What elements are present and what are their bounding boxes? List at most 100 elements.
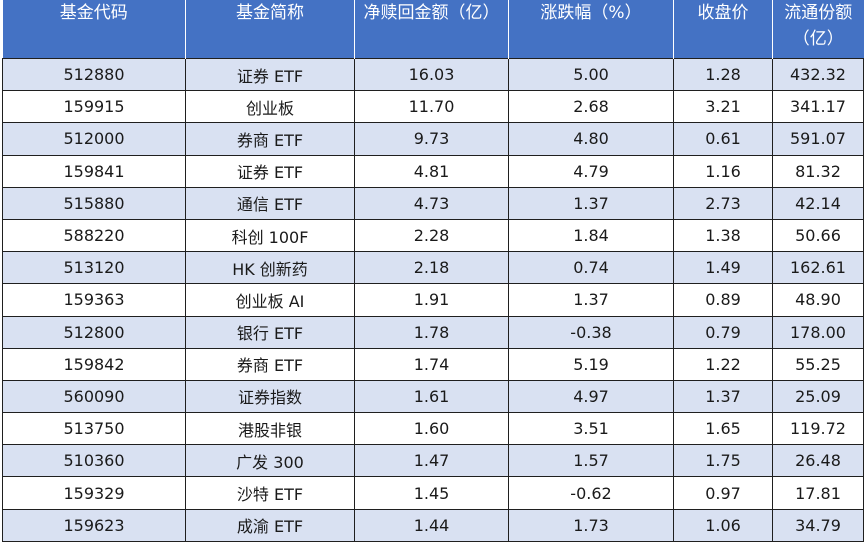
header-net-redemption: 净赎回金额（亿） bbox=[354, 0, 509, 59]
cell-close-price: 0.61 bbox=[673, 122, 773, 156]
cell-fund-name: 券商 ETF bbox=[185, 122, 355, 156]
table-row: 588220 科创 100F 2.28 1.84 1.38 50.66 bbox=[2, 218, 864, 253]
cell-fund-name: 通信 ETF bbox=[185, 186, 355, 220]
table-row: 159841 证券 ETF 4.81 4.79 1.16 81.32 bbox=[2, 154, 864, 188]
table-body: 512880 证券 ETF 16.03 5.00 1.28 432.32 159915 创业板… bbox=[2, 57, 864, 542]
cell-fund-code: 512800 bbox=[2, 315, 186, 349]
cell-change-pct: -0.38 bbox=[508, 315, 674, 349]
cell-fund-code: 159363 bbox=[2, 283, 186, 317]
cell-circulating-shares: 178.00 bbox=[772, 315, 864, 349]
cell-net-redemption: 1.91 bbox=[354, 283, 509, 317]
cell-fund-code: 510360 bbox=[2, 444, 186, 478]
cell-fund-name: 创业板 bbox=[185, 90, 355, 124]
cell-fund-code: 159915 bbox=[2, 90, 186, 124]
cell-close-price: 1.22 bbox=[673, 347, 773, 381]
header-change-pct: 涨跌幅（%） bbox=[508, 0, 674, 59]
cell-fund-code: 515880 bbox=[2, 186, 186, 220]
cell-fund-code: 159623 bbox=[2, 508, 186, 542]
cell-fund-name: 广发 300 bbox=[185, 444, 355, 478]
cell-change-pct: 1.84 bbox=[508, 218, 674, 253]
cell-change-pct: 1.73 bbox=[508, 508, 674, 542]
cell-net-redemption: 11.70 bbox=[354, 90, 509, 124]
cell-fund-code: 159329 bbox=[2, 476, 186, 510]
table-row: 159329 沙特 ETF 1.45 -0.62 0.97 17.81 bbox=[2, 476, 864, 510]
cell-circulating-shares: 50.66 bbox=[772, 218, 864, 253]
table-row: 512880 证券 ETF 16.03 5.00 1.28 432.32 bbox=[2, 57, 864, 92]
cell-circulating-shares: 55.25 bbox=[772, 347, 864, 381]
cell-net-redemption: 9.73 bbox=[354, 122, 509, 156]
cell-net-redemption: 1.78 bbox=[354, 315, 509, 349]
cell-net-redemption: 1.45 bbox=[354, 476, 509, 510]
cell-change-pct: 4.80 bbox=[508, 122, 674, 156]
cell-circulating-shares: 591.07 bbox=[772, 122, 864, 156]
cell-net-redemption: 1.61 bbox=[354, 379, 509, 414]
cell-fund-name: 券商 ETF bbox=[185, 347, 355, 381]
cell-fund-code: 513750 bbox=[2, 412, 186, 446]
cell-close-price: 1.28 bbox=[673, 57, 773, 92]
cell-change-pct: 5.19 bbox=[508, 347, 674, 381]
cell-net-redemption: 1.47 bbox=[354, 444, 509, 478]
cell-circulating-shares: 17.81 bbox=[772, 476, 864, 510]
cell-fund-name: 沙特 ETF bbox=[185, 476, 355, 510]
cell-net-redemption: 1.44 bbox=[354, 508, 509, 542]
header-circulating-shares: 流通份额（亿） bbox=[772, 0, 864, 59]
cell-fund-name: 创业板 AI bbox=[185, 283, 355, 317]
cell-circulating-shares: 34.79 bbox=[772, 508, 864, 542]
cell-close-price: 3.21 bbox=[673, 90, 773, 124]
cell-change-pct: 4.97 bbox=[508, 379, 674, 414]
cell-close-price: 0.79 bbox=[673, 315, 773, 349]
cell-close-price: 2.73 bbox=[673, 186, 773, 220]
cell-net-redemption: 2.28 bbox=[354, 218, 509, 253]
cell-net-redemption: 2.18 bbox=[354, 251, 509, 285]
table-row: 512800 银行 ETF 1.78 -0.38 0.79 178.00 bbox=[2, 315, 864, 349]
cell-change-pct: 1.37 bbox=[508, 186, 674, 220]
cell-fund-name: 科创 100F bbox=[185, 218, 355, 253]
header-fund-code: 基金代码 bbox=[2, 0, 186, 59]
cell-net-redemption: 1.60 bbox=[354, 412, 509, 446]
cell-fund-code: 159841 bbox=[2, 154, 186, 188]
table-row: 159842 券商 ETF 1.74 5.19 1.22 55.25 bbox=[2, 347, 864, 381]
cell-fund-name: HK 创新药 bbox=[185, 251, 355, 285]
cell-fund-name: 证券 ETF bbox=[185, 154, 355, 188]
cell-change-pct: 1.37 bbox=[508, 283, 674, 317]
cell-change-pct: 5.00 bbox=[508, 57, 674, 92]
cell-fund-code: 512000 bbox=[2, 122, 186, 156]
cell-circulating-shares: 48.90 bbox=[772, 283, 864, 317]
table-row: 513120 HK 创新药 2.18 0.74 1.49 162.61 bbox=[2, 251, 864, 285]
cell-change-pct: 1.57 bbox=[508, 444, 674, 478]
table-header: 基金代码 基金简称 净赎回金额（亿） 涨跌幅（%） 收盘价 流通份额（亿） bbox=[2, 0, 864, 59]
cell-close-price: 1.65 bbox=[673, 412, 773, 446]
cell-close-price: 0.89 bbox=[673, 283, 773, 317]
cell-fund-name: 银行 ETF bbox=[185, 315, 355, 349]
cell-change-pct: 2.68 bbox=[508, 90, 674, 124]
cell-close-price: 1.75 bbox=[673, 444, 773, 478]
header-close-price: 收盘价 bbox=[673, 0, 773, 59]
cell-change-pct: 0.74 bbox=[508, 251, 674, 285]
cell-close-price: 1.06 bbox=[673, 508, 773, 542]
cell-change-pct: 3.51 bbox=[508, 412, 674, 446]
cell-close-price: 1.37 bbox=[673, 379, 773, 414]
cell-close-price: 1.38 bbox=[673, 218, 773, 253]
header-row: 基金代码 基金简称 净赎回金额（亿） 涨跌幅（%） 收盘价 流通份额（亿） bbox=[2, 0, 864, 59]
cell-net-redemption: 16.03 bbox=[354, 57, 509, 92]
table-row: 560090 证券指数 1.61 4.97 1.37 25.09 bbox=[2, 379, 864, 414]
table-row: 515880 通信 ETF 4.73 1.37 2.73 42.14 bbox=[2, 186, 864, 220]
cell-fund-code: 512880 bbox=[2, 57, 186, 92]
header-fund-name: 基金简称 bbox=[185, 0, 355, 59]
cell-circulating-shares: 432.32 bbox=[772, 57, 864, 92]
cell-close-price: 1.16 bbox=[673, 154, 773, 188]
cell-change-pct: 4.79 bbox=[508, 154, 674, 188]
table-row: 159363 创业板 AI 1.91 1.37 0.89 48.90 bbox=[2, 283, 864, 317]
cell-net-redemption: 4.73 bbox=[354, 186, 509, 220]
cell-close-price: 1.49 bbox=[673, 251, 773, 285]
cell-circulating-shares: 25.09 bbox=[772, 379, 864, 414]
cell-fund-name: 成渝 ETF bbox=[185, 508, 355, 542]
table-row: 512000 券商 ETF 9.73 4.80 0.61 591.07 bbox=[2, 122, 864, 156]
cell-fund-name: 港股非银 bbox=[185, 412, 355, 446]
cell-fund-name: 证券指数 bbox=[185, 379, 355, 414]
cell-fund-code: 560090 bbox=[2, 379, 186, 414]
cell-fund-code: 159842 bbox=[2, 347, 186, 381]
cell-net-redemption: 1.74 bbox=[354, 347, 509, 381]
table-row: 510360 广发 300 1.47 1.57 1.75 26.48 bbox=[2, 444, 864, 478]
